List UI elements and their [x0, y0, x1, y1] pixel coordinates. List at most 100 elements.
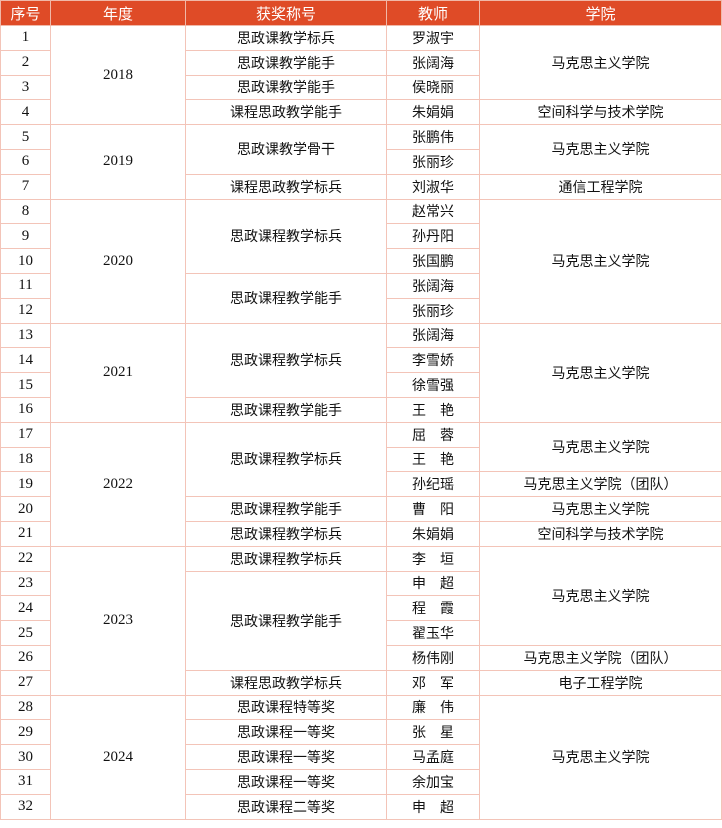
table-row: 23 思政课程教学能手申 超 — [0, 570, 722, 671]
teacher-cell: 朱娟娟 — [386, 520, 480, 547]
teacher-cell: 张阔海 — [386, 322, 480, 349]
teacher-cell: 杨伟刚 — [386, 644, 480, 671]
award-cell: 思政课程教学能手 — [185, 396, 387, 423]
teacher-cell: 李雪娇 — [386, 347, 480, 374]
header-year: 年度 — [50, 0, 186, 26]
college-cell: 马克思主义学院 — [479, 694, 722, 820]
teacher-cell: 邓 军 — [386, 669, 480, 696]
row-number: 6 — [0, 148, 51, 175]
header-award: 获奖称号 — [185, 0, 387, 26]
teacher-cell: 张丽珍 — [386, 148, 480, 175]
row-number: 7 — [0, 173, 51, 200]
award-cell: 思政课程一等奖 — [185, 719, 387, 746]
row-number: 13 — [0, 322, 51, 349]
award-cell: 思政课程教学能手 — [185, 570, 387, 671]
college-cell: 通信工程学院 — [479, 173, 722, 200]
table-row: 14 李雪娇 — [0, 347, 722, 374]
teacher-cell: 翟玉华 — [386, 620, 480, 646]
college-cell: 马克思主义学院（团队） — [479, 644, 722, 671]
teacher-cell: 徐雪强 — [386, 372, 480, 398]
year-cell: 2019 — [50, 124, 186, 200]
row-number: 17 — [0, 421, 51, 448]
table-row: 16 思政课程教学能手王 艳 — [0, 396, 722, 423]
table-row: 18 王 艳 — [0, 446, 722, 473]
teacher-cell: 曹 阳 — [386, 496, 480, 522]
teacher-cell: 余加宝 — [386, 768, 480, 795]
row-number: 8 — [0, 198, 51, 225]
row-number: 24 — [0, 595, 51, 622]
table-row: 22 2023 思政课程教学标兵李 垣马克思主义学院 — [0, 545, 722, 696]
table-row: 31 思政课程一等奖 余加宝 — [0, 768, 722, 795]
table-row: 1 2018 思政课教学标兵 罗淑宇 马克思主义学院 — [0, 24, 722, 126]
teacher-cell: 程 霞 — [386, 595, 480, 622]
teacher-cell: 廉 伟 — [386, 694, 480, 721]
award-cell: 思政课教学标兵 — [185, 25, 387, 51]
teacher-cell: 张 星 — [386, 719, 480, 746]
award-cell: 思政课程一等奖 — [185, 744, 387, 770]
teacher-cell: 张阔海 — [386, 272, 480, 299]
college-cell: 马克思主义学院 — [479, 198, 722, 324]
header-teacher: 教师 — [386, 0, 480, 26]
table-row: 26 杨伟刚 马克思主义学院（团队） — [0, 644, 722, 671]
college-cell: 马克思主义学院 — [479, 421, 722, 473]
award-cell: 课程思政教学能手 — [185, 99, 387, 126]
college-cell: 马克思主义学院 — [479, 322, 722, 423]
award-cell: 思政课程教学标兵 — [185, 421, 387, 498]
teacher-cell: 侯晓丽 — [386, 74, 480, 101]
table-row: 13 2021 思政课程教学标兵 张阔海 马克思主义学院 — [0, 322, 722, 423]
award-cell: 思政课程二等奖 — [185, 793, 387, 820]
year-cell: 2022 — [50, 421, 186, 547]
college-cell: 马克思主义学院 — [479, 496, 722, 522]
row-number: 20 — [0, 496, 51, 522]
header-no: 序号 — [0, 0, 51, 26]
table-row: 24 程 霞 — [0, 595, 722, 622]
award-cell: 思政课程教学能手 — [185, 496, 387, 522]
row-number: 26 — [0, 644, 51, 671]
row-number: 18 — [0, 446, 51, 473]
table-row: 3 思政课教学能手 侯晓丽 — [0, 74, 722, 101]
table-row: 21 思政课程教学标兵 朱娟娟 空间科学与技术学院 — [0, 520, 722, 547]
row-number: 9 — [0, 223, 51, 250]
row-number: 5 — [0, 124, 51, 150]
table-row: 10 张国鹏 — [0, 248, 722, 274]
header-college: 学院 — [479, 0, 722, 26]
teacher-cell: 申 超 — [386, 793, 480, 820]
award-cell: 思政课程教学能手 — [185, 272, 387, 324]
year-cell: 2021 — [50, 322, 186, 423]
table-row: 5 2019 思政课教学骨干 张鹏伟 马克思主义学院 — [0, 124, 722, 200]
teacher-cell: 朱娟娟 — [386, 99, 480, 126]
row-number: 22 — [0, 545, 51, 572]
year-cell: 2023 — [50, 545, 186, 696]
award-cell: 课程思政教学标兵 — [185, 173, 387, 200]
table-row: 30 思政课程一等奖 马孟庭 — [0, 744, 722, 770]
row-number: 4 — [0, 99, 51, 126]
college-cell: 电子工程学院 — [479, 669, 722, 696]
college-cell: 空间科学与技术学院 — [479, 99, 722, 126]
teacher-cell: 罗淑宇 — [386, 25, 480, 51]
row-number: 19 — [0, 471, 51, 498]
teacher-cell: 张阔海 — [386, 49, 480, 76]
row-number: 21 — [0, 520, 51, 547]
table-row: 28 2024 思政课程特等奖廉 伟马克思主义学院 — [0, 694, 722, 820]
table-row: 32 思政课程二等奖申 超 — [0, 793, 722, 820]
table-row: 17 2022 思政课程教学标兵屈 蓉马克思主义学院 — [0, 421, 722, 547]
header-row: 序号 年度 获奖称号 教师 学院 — [0, 0, 722, 26]
row-number: 25 — [0, 620, 51, 646]
row-number: 28 — [0, 694, 51, 721]
table-row: 6 张丽珍 — [0, 148, 722, 175]
teacher-cell: 孙纪瑶 — [386, 471, 480, 498]
table-row: 27 课程思政教学标兵邓 军电子工程学院 — [0, 669, 722, 696]
teacher-cell: 马孟庭 — [386, 744, 480, 770]
award-cell: 思政课程特等奖 — [185, 694, 387, 721]
college-cell: 空间科学与技术学院 — [479, 520, 722, 547]
row-number: 1 — [0, 25, 51, 51]
row-number: 27 — [0, 669, 51, 696]
row-number: 2 — [0, 49, 51, 76]
award-cell: 思政课程教学标兵 — [185, 322, 387, 398]
row-number: 16 — [0, 396, 51, 423]
teacher-cell: 王 艳 — [386, 446, 480, 473]
college-cell: 马克思主义学院 — [479, 545, 722, 646]
table-row: 25 翟玉华 — [0, 620, 722, 646]
table-row: 19 孙纪瑶 马克思主义学院（团队） — [0, 471, 722, 498]
teacher-cell: 赵常兴 — [386, 198, 480, 225]
